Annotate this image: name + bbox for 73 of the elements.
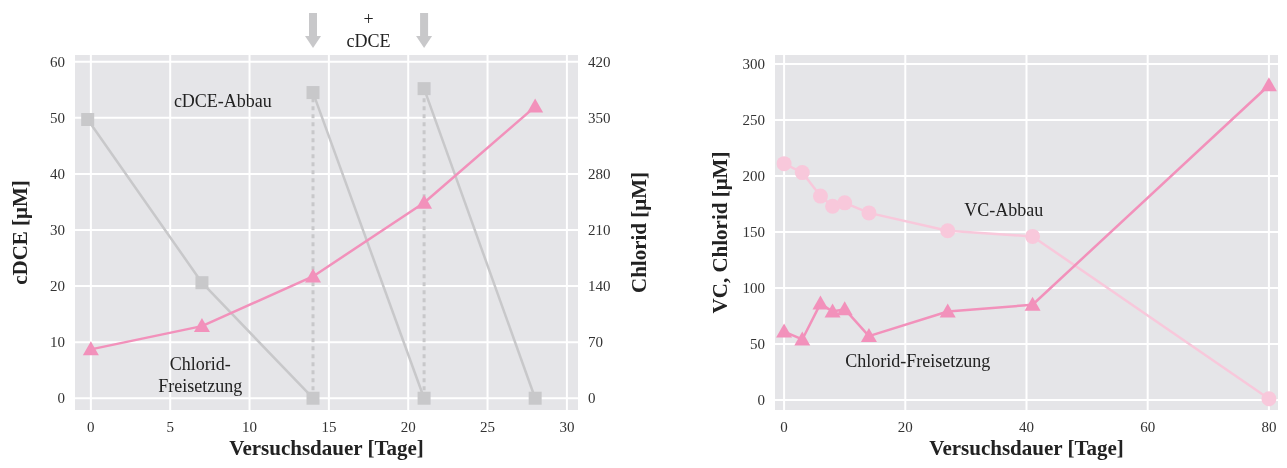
y-axis-title: cDCE [μM] xyxy=(8,180,32,285)
annotation: VC-Abbau xyxy=(964,200,1044,221)
y-tick-label: 10 xyxy=(50,334,65,351)
point xyxy=(939,303,956,318)
point xyxy=(193,318,210,333)
x-tick-label: 60 xyxy=(1140,419,1156,435)
y-axis-title: VC, Chlorid [μM] xyxy=(708,151,732,314)
point xyxy=(81,112,95,126)
point xyxy=(527,98,544,113)
point xyxy=(306,86,320,100)
point xyxy=(776,156,792,172)
annotation: cDCE-Abbau xyxy=(173,91,272,112)
annotation: Chlorid-Freisetzung xyxy=(845,350,991,371)
y-tick-label: 100 xyxy=(742,280,765,297)
point xyxy=(1024,296,1041,311)
y2-tick-label: 420 xyxy=(588,53,611,70)
y2-tick-label: 140 xyxy=(588,278,611,295)
x-axis-title: Versuchsdauer [Tage] xyxy=(229,436,424,460)
point xyxy=(861,205,877,221)
x-tick-label: 20 xyxy=(897,419,913,435)
point xyxy=(528,391,542,405)
text: + cDCE xyxy=(346,9,391,52)
point xyxy=(1261,391,1277,407)
x-tick-label: 40 xyxy=(1019,419,1034,435)
point xyxy=(794,331,811,346)
y-tick-label: 0 xyxy=(757,392,765,409)
point xyxy=(860,328,877,343)
y2-tick-label: 350 xyxy=(588,110,611,127)
point xyxy=(824,303,841,318)
x-tick-label: 0 xyxy=(87,419,95,435)
point xyxy=(776,323,793,338)
y-tick-label: 20 xyxy=(50,278,65,295)
y2-axis-title: Chlorid [μM] xyxy=(627,172,651,293)
point xyxy=(825,198,841,214)
x-axis-title: Versuchsdauer [Tage] xyxy=(929,436,1124,460)
point xyxy=(940,223,956,239)
point xyxy=(1025,228,1041,244)
point xyxy=(1260,77,1277,92)
point xyxy=(417,82,431,96)
y-tick-label: 50 xyxy=(750,336,765,353)
y-tick-label: 0 xyxy=(57,390,65,407)
point xyxy=(812,188,828,204)
x-tick-label: 30 xyxy=(559,419,575,435)
x-tick-label: 10 xyxy=(242,419,258,435)
x-tick-label: 25 xyxy=(480,419,496,435)
x-tick-label: 15 xyxy=(321,419,337,435)
annotation: Chlorid- Freisetzung xyxy=(158,353,243,396)
y-tick-label: 40 xyxy=(50,166,65,183)
point xyxy=(837,195,853,211)
point xyxy=(305,268,322,283)
y-tick-label: 300 xyxy=(742,56,765,73)
y2-tick-label: 280 xyxy=(588,166,611,183)
y2-tick-label: 70 xyxy=(588,334,603,351)
x-tick-label: 0 xyxy=(780,419,788,435)
y-tick-label: 250 xyxy=(742,112,765,129)
y-tick-label: 50 xyxy=(50,110,65,127)
point xyxy=(836,301,853,316)
point xyxy=(812,295,829,310)
y2-tick-label: 210 xyxy=(588,222,611,239)
y-tick-label: 60 xyxy=(50,53,65,70)
y-tick-label: 200 xyxy=(742,168,765,185)
point xyxy=(82,341,99,356)
point xyxy=(306,391,320,405)
y-tick-label: 30 xyxy=(50,222,65,239)
point xyxy=(195,276,209,290)
point xyxy=(416,194,433,209)
y2-tick-label: 0 xyxy=(588,390,596,407)
x-tick-label: 5 xyxy=(166,419,174,435)
point xyxy=(417,391,431,405)
y-tick-label: 150 xyxy=(742,224,765,241)
point xyxy=(794,165,810,181)
x-tick-label: 80 xyxy=(1261,419,1277,435)
x-tick-label: 20 xyxy=(400,419,416,435)
